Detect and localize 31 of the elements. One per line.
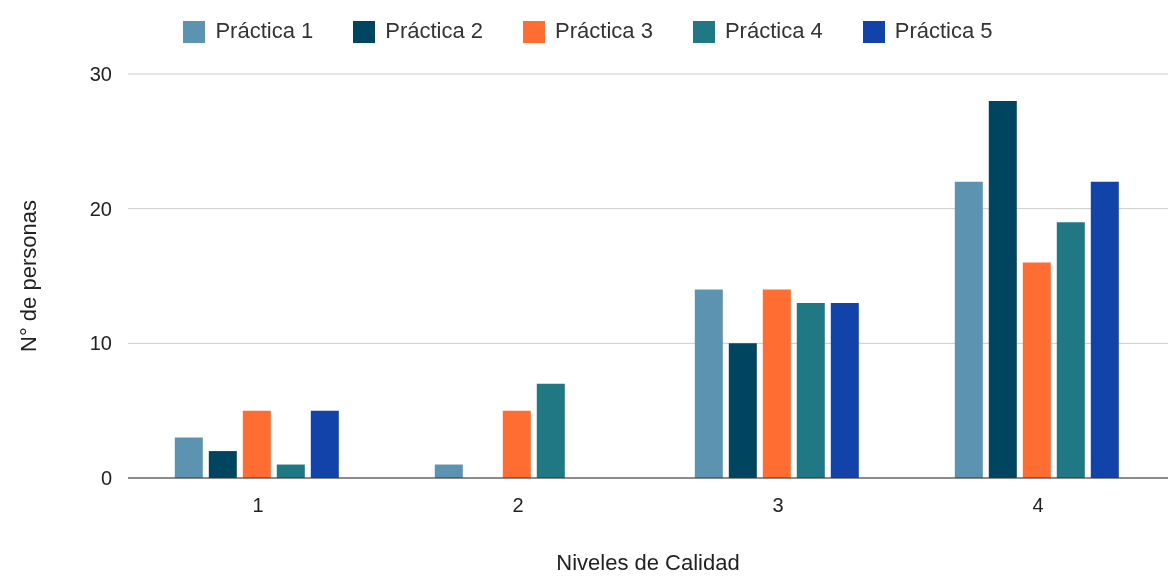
legend-label: Práctica 2 <box>385 18 484 43</box>
y-tick-label: 10 <box>89 332 112 355</box>
bar <box>988 100 1017 478</box>
legend-label: Práctica 4 <box>724 18 823 43</box>
bar <box>310 410 339 478</box>
y-tick-label: 20 <box>89 197 112 220</box>
bar <box>830 302 859 478</box>
bar <box>536 383 565 478</box>
bar <box>694 289 723 478</box>
y-tick-label: 0 <box>100 467 112 490</box>
bar <box>208 451 237 478</box>
y-tick-label: 30 <box>89 63 112 86</box>
bar <box>954 181 983 478</box>
x-tick-label: 4 <box>1032 494 1044 517</box>
x-tick-label: 3 <box>772 494 784 517</box>
bar <box>728 343 757 478</box>
legend-label: Práctica 5 <box>894 18 993 43</box>
bar <box>796 302 825 478</box>
y-axis-title: N° de personas <box>15 200 41 352</box>
bar <box>174 437 203 478</box>
bar <box>502 410 531 478</box>
bar <box>1056 222 1085 478</box>
legend-label: Práctica 1 <box>215 18 314 43</box>
legend-label: Práctica 3 <box>555 18 653 43</box>
x-axis-title: Niveles de Calidad <box>556 550 740 575</box>
bar <box>762 289 791 478</box>
x-tick-label: 2 <box>512 494 524 517</box>
bar <box>242 410 271 478</box>
bar <box>1022 262 1051 478</box>
bar <box>1090 181 1119 478</box>
x-tick-label: 1 <box>252 494 264 517</box>
